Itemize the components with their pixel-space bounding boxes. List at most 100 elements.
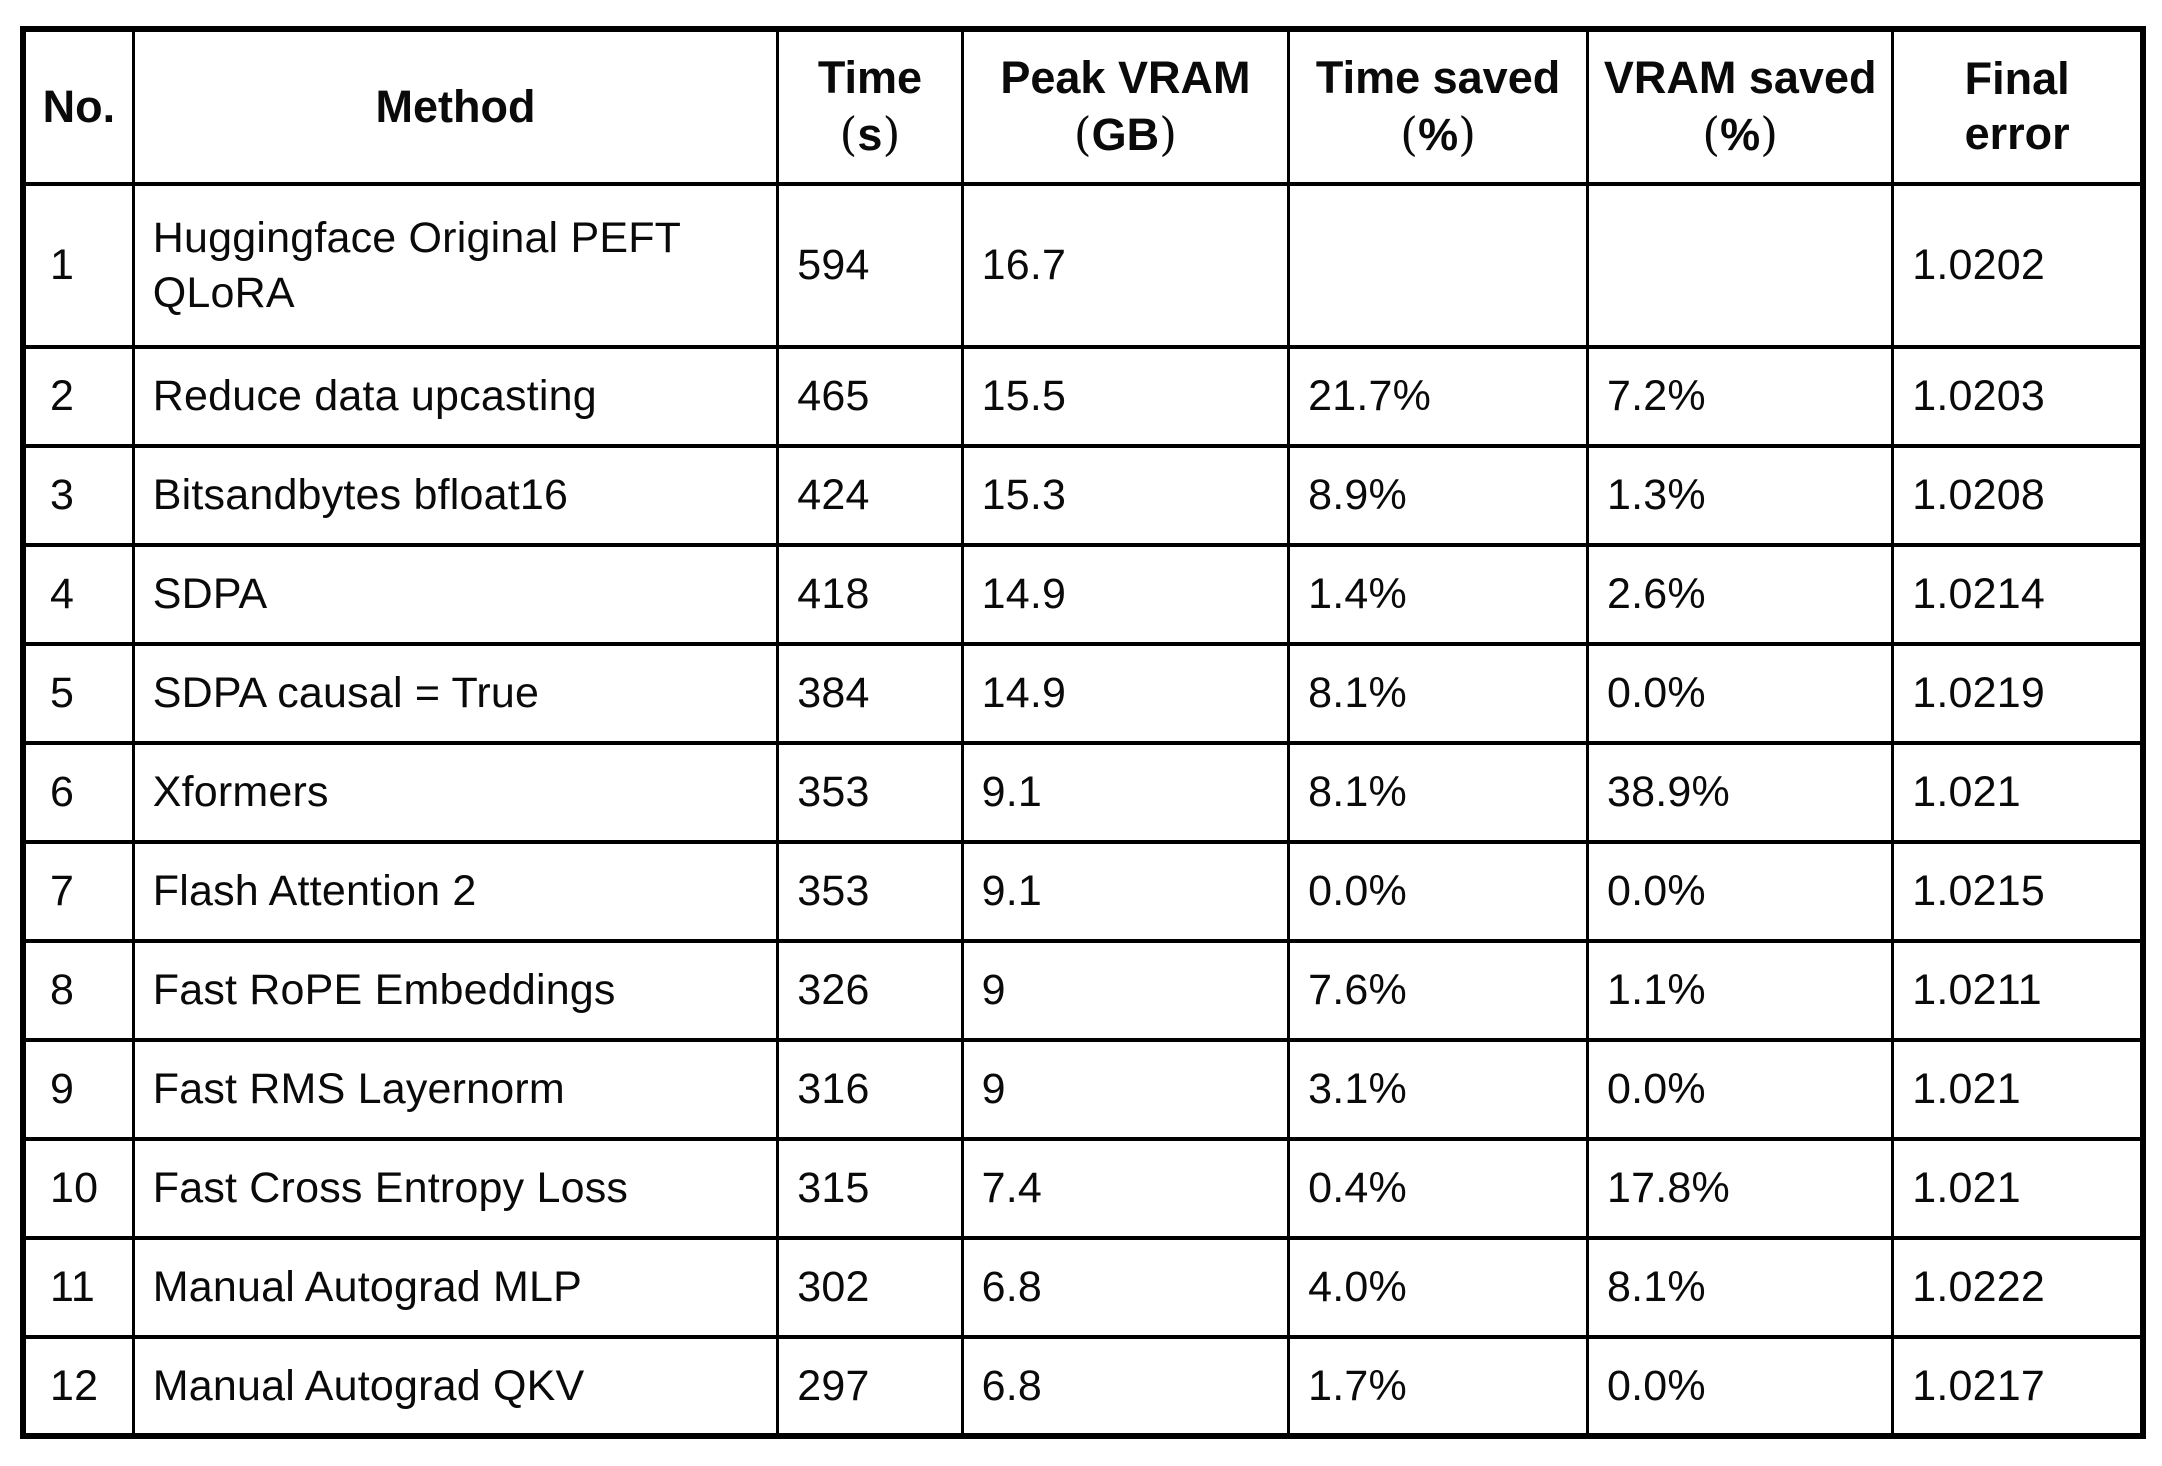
benchmark-table: No. Method Time (s) Peak VRAM (GB) Time saved(… xyxy=(20,26,2146,1439)
cell-final_error: 1.0215 xyxy=(1891,840,2145,943)
cell-peak_vram_gb: 14.9 xyxy=(960,543,1291,646)
cell-vram_saved_pct: 7.2% xyxy=(1586,345,1895,448)
cell-peak_vram_gb: 6.8 xyxy=(960,1335,1291,1438)
cell-time_saved_pct: 8.1% xyxy=(1287,642,1590,745)
cell-time_s: 353 xyxy=(776,840,964,943)
paren-glyph: ( xyxy=(1400,107,1419,161)
paren-glyph: ) xyxy=(1458,107,1476,161)
cell-no: 4 xyxy=(21,543,135,646)
cell-peak_vram_gb: 9 xyxy=(960,1038,1291,1141)
table-row: 3 Bitsandbytes bfloat16 424 15.3 8.9% 1.3% 1.0… xyxy=(21,444,2145,547)
cell-peak_vram_gb: 9 xyxy=(960,939,1291,1042)
cell-vram_saved_pct: 1.3% xyxy=(1586,444,1895,547)
cell-no: 1 xyxy=(21,182,135,349)
table-row: 5 SDPA causal = True 384 14.9 8.1% 0.0% 1.0219 xyxy=(21,642,2145,745)
paren-glyph: ) xyxy=(1159,107,1178,161)
cell-peak_vram_gb: 6.8 xyxy=(960,1236,1291,1339)
cell-peak_vram_gb: 15.3 xyxy=(960,444,1291,547)
cell-time_saved_pct: 7.6% xyxy=(1287,939,1590,1042)
table-row: 9 Fast RMS Layernorm 316 9 3.1% 0.0% 1.021 xyxy=(21,1038,2145,1141)
cell-method: SDPA xyxy=(131,543,780,646)
table-row: 2 Reduce data upcasting 465 15.5 21.7% 7.2% 1.… xyxy=(21,345,2145,448)
header-line: error xyxy=(1964,108,2070,159)
cell-time_s: 326 xyxy=(776,939,964,1042)
cell-method: Bitsandbytes bfloat16 xyxy=(131,444,780,547)
column-header-peak_vram_gb: Peak VRAM (GB) xyxy=(960,27,1291,186)
cell-vram_saved_pct: 2.6% xyxy=(1586,543,1895,646)
table-body: 1 Huggingface Original PEFT QLoRA 594 16.7 1… xyxy=(21,182,2145,1438)
header-line: No. xyxy=(42,80,116,132)
header-line: (%) xyxy=(1400,107,1476,161)
cell-no: 5 xyxy=(21,642,135,745)
cell-final_error: 1.0203 xyxy=(1891,345,2145,448)
cell-final_error: 1.0202 xyxy=(1891,182,2145,349)
header-line: (%) xyxy=(1702,107,1779,161)
cell-time_saved_pct: 0.4% xyxy=(1287,1137,1590,1240)
header-line: Time xyxy=(817,52,923,104)
cell-time_s: 424 xyxy=(776,444,964,547)
paren-glyph: ( xyxy=(1702,107,1721,161)
table-row: 6 Xformers 353 9.1 8.1% 38.9% 1.021 xyxy=(21,741,2145,844)
cell-final_error: 1.0208 xyxy=(1891,444,2145,547)
cell-time_s: 316 xyxy=(776,1038,964,1141)
cell-time_saved_pct: 4.0% xyxy=(1287,1236,1590,1339)
cell-vram_saved_pct: 0.0% xyxy=(1586,1038,1895,1141)
cell-vram_saved_pct: 8.1% xyxy=(1586,1236,1895,1339)
cell-method: Manual Autograd QKV xyxy=(131,1335,780,1438)
cell-time_s: 315 xyxy=(776,1137,964,1240)
cell-final_error: 1.0211 xyxy=(1891,939,2145,1042)
cell-vram_saved_pct: 0.0% xyxy=(1586,1335,1895,1438)
cell-no: 8 xyxy=(21,939,135,1042)
table-row: 12 Manual Autograd QKV 297 6.8 1.7% 0.0% 1.021… xyxy=(21,1335,2145,1438)
cell-final_error: 1.021 xyxy=(1891,741,2145,844)
cell-no: 6 xyxy=(21,741,135,844)
header-line: (s) xyxy=(839,107,901,161)
cell-final_error: 1.021 xyxy=(1891,1137,2145,1240)
cell-time_saved_pct: 3.1% xyxy=(1287,1038,1590,1141)
cell-time_s: 302 xyxy=(776,1236,964,1339)
cell-peak_vram_gb: 16.7 xyxy=(960,182,1291,349)
cell-method: Huggingface Original PEFT QLoRA xyxy=(131,182,780,349)
paren-glyph: ( xyxy=(839,107,858,161)
cell-method: Reduce data upcasting xyxy=(131,345,780,448)
cell-time_saved_pct: 8.1% xyxy=(1287,741,1590,844)
table-header-row: No. Method Time (s) Peak VRAM (GB) Time saved(… xyxy=(21,27,2145,186)
cell-vram_saved_pct: 17.8% xyxy=(1586,1137,1895,1240)
table-row: 1 Huggingface Original PEFT QLoRA 594 16.7 1… xyxy=(21,182,2145,349)
header-line: Method xyxy=(375,80,536,132)
cell-final_error: 1.0222 xyxy=(1891,1236,2145,1339)
table-row: 7 Flash Attention 2 353 9.1 0.0% 0.0% 1.0215 xyxy=(21,840,2145,943)
column-header-vram_saved_pct: VRAM saved (%) xyxy=(1586,27,1895,186)
table-row: 4 SDPA 418 14.9 1.4% 2.6% 1.0214 xyxy=(21,543,2145,646)
cell-final_error: 1.0219 xyxy=(1891,642,2145,745)
cell-no: 10 xyxy=(21,1137,135,1240)
cell-method: Flash Attention 2 xyxy=(131,840,780,943)
cell-time_s: 384 xyxy=(776,642,964,745)
paren-glyph: ) xyxy=(1760,107,1779,161)
cell-final_error: 1.021 xyxy=(1891,1038,2145,1141)
cell-time_saved_pct: 8.9% xyxy=(1287,444,1590,547)
cell-no: 7 xyxy=(21,840,135,943)
cell-time_saved_pct xyxy=(1287,182,1590,349)
cell-no: 11 xyxy=(21,1236,135,1339)
cell-vram_saved_pct xyxy=(1586,182,1895,349)
column-header-final_error: Final error xyxy=(1891,27,2145,186)
cell-no: 3 xyxy=(21,444,135,547)
cell-peak_vram_gb: 9.1 xyxy=(960,741,1291,844)
paren-glyph: ( xyxy=(1073,107,1092,161)
cell-peak_vram_gb: 9.1 xyxy=(960,840,1291,943)
cell-method: SDPA causal = True xyxy=(131,642,780,745)
header-line: VRAM saved xyxy=(1603,52,1877,104)
cell-method: Fast RMS Layernorm xyxy=(131,1038,780,1141)
cell-time_s: 353 xyxy=(776,741,964,844)
table-row: 8 Fast RoPE Embeddings 326 9 7.6% 1.1% 1.0211 xyxy=(21,939,2145,1042)
cell-peak_vram_gb: 7.4 xyxy=(960,1137,1291,1240)
cell-peak_vram_gb: 15.5 xyxy=(960,345,1291,448)
cell-time_s: 594 xyxy=(776,182,964,349)
cell-final_error: 1.0214 xyxy=(1891,543,2145,646)
header-line: Time saved xyxy=(1315,52,1561,104)
cell-time_saved_pct: 0.0% xyxy=(1287,840,1590,943)
table-head: No. Method Time (s) Peak VRAM (GB) Time saved(… xyxy=(21,27,2145,186)
header-line: Final xyxy=(1964,53,2070,105)
